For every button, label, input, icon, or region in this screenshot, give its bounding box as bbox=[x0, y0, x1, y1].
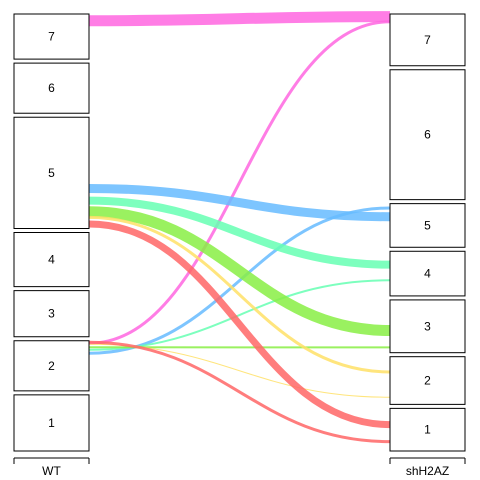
left-node-2 bbox=[13, 340, 90, 392]
flow-7-to-7 bbox=[88, 11, 391, 27]
flow-5-to-3 bbox=[88, 206, 391, 337]
right-node-label-3: 3 bbox=[424, 319, 431, 333]
axis-layer: WT shH2AZ bbox=[13, 457, 466, 478]
right-node-7 bbox=[389, 13, 466, 67]
flow-5-to-1 bbox=[88, 220, 391, 429]
axis-bracket-shh2az bbox=[389, 457, 466, 464]
flow-2-to-4 bbox=[88, 279, 391, 351]
right-node-4 bbox=[389, 250, 466, 297]
left-node-label-6: 6 bbox=[48, 81, 55, 95]
axis-label-wt: WT bbox=[42, 464, 61, 478]
left-node-label-3: 3 bbox=[48, 307, 55, 321]
flow-5-to-2 bbox=[88, 215, 391, 374]
flow-2-to-7 bbox=[88, 20, 391, 345]
flows-layer bbox=[88, 11, 391, 444]
left-node-label-1: 1 bbox=[48, 416, 55, 430]
right-node-label-6: 6 bbox=[424, 128, 431, 142]
left-node-1 bbox=[13, 394, 90, 452]
left-node-5 bbox=[13, 116, 90, 229]
right-node-1 bbox=[389, 407, 466, 452]
right-node-label-7: 7 bbox=[424, 33, 431, 47]
left-node-label-7: 7 bbox=[48, 30, 55, 44]
right-node-2 bbox=[389, 356, 466, 405]
right-node-6 bbox=[389, 69, 466, 201]
right-node-label-4: 4 bbox=[424, 267, 431, 281]
right-node-3 bbox=[389, 299, 466, 354]
nodes-layer: 1 2 3 4 5 6 7 1 2 3 4 5 6 7 bbox=[13, 13, 466, 452]
left-node-label-4: 4 bbox=[48, 253, 55, 267]
left-node-7 bbox=[13, 13, 90, 60]
right-node-label-1: 1 bbox=[424, 423, 431, 437]
left-node-6 bbox=[13, 62, 90, 114]
flow-5-to-4 bbox=[88, 196, 391, 269]
left-node-label-5: 5 bbox=[48, 166, 55, 180]
left-node-3 bbox=[13, 290, 90, 338]
flow-2-to-1 bbox=[88, 340, 391, 444]
right-node-5 bbox=[389, 203, 466, 248]
axis-bracket-wt bbox=[13, 457, 90, 464]
axis-label-shh2az: shH2AZ bbox=[406, 464, 449, 478]
flow-2-to-2 bbox=[88, 343, 391, 398]
left-node-4 bbox=[13, 232, 90, 288]
left-node-label-2: 2 bbox=[48, 359, 55, 373]
right-node-label-5: 5 bbox=[424, 218, 431, 232]
right-node-label-2: 2 bbox=[424, 374, 431, 388]
